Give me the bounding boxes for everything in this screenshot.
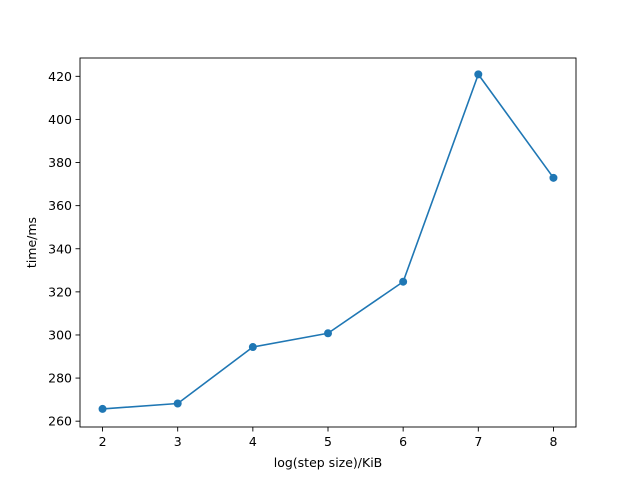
y-tick-label: 320 bbox=[48, 284, 72, 299]
y-axis-ticks: 260 280 300 320 340 360 380 400 420 bbox=[48, 69, 80, 429]
x-tick-label: 3 bbox=[174, 434, 182, 449]
data-point bbox=[324, 329, 332, 338]
y-tick-label: 380 bbox=[48, 155, 72, 170]
y-axis-label: time/ms bbox=[24, 217, 39, 268]
x-axis-label: log(step size)/KiB bbox=[274, 455, 383, 470]
y-tick-label: 400 bbox=[48, 112, 72, 127]
y-tick-label: 420 bbox=[48, 69, 72, 84]
data-point bbox=[549, 173, 558, 182]
y-tick-label: 280 bbox=[48, 371, 72, 386]
y-tick-label: 300 bbox=[48, 327, 72, 342]
x-tick-label: 6 bbox=[399, 434, 407, 449]
data-point bbox=[173, 399, 182, 408]
x-tick-label: 2 bbox=[99, 434, 107, 449]
data-point bbox=[399, 277, 408, 286]
y-tick-label: 340 bbox=[48, 241, 72, 256]
data-point bbox=[474, 70, 483, 79]
x-axis-ticks: 2 3 4 5 6 7 8 bbox=[99, 427, 557, 449]
data-point bbox=[98, 404, 107, 413]
chart-marks bbox=[98, 70, 558, 413]
x-tick-label: 8 bbox=[549, 434, 557, 449]
x-tick-label: 7 bbox=[474, 434, 482, 449]
plot-area bbox=[80, 58, 576, 427]
x-tick-label: 5 bbox=[324, 434, 332, 449]
y-tick-label: 360 bbox=[48, 198, 72, 213]
data-point bbox=[248, 343, 257, 352]
y-tick-label: 260 bbox=[48, 414, 72, 429]
x-tick-label: 4 bbox=[249, 434, 257, 449]
